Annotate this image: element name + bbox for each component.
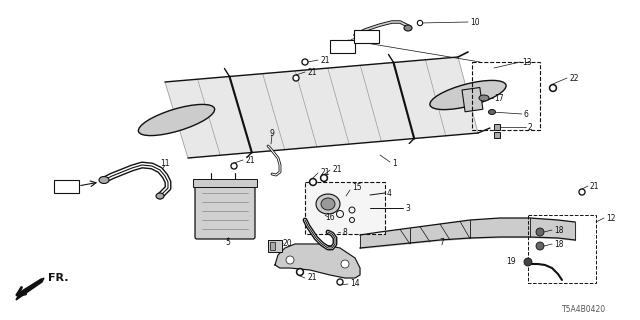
Circle shape (550, 84, 557, 92)
Circle shape (337, 279, 343, 285)
Circle shape (302, 59, 308, 65)
Ellipse shape (488, 109, 495, 115)
Text: T5A4B0420: T5A4B0420 (562, 306, 606, 315)
Text: 22: 22 (569, 74, 579, 83)
Bar (193, 179, 257, 187)
Text: 19: 19 (506, 258, 516, 267)
Circle shape (298, 270, 302, 274)
Text: 10: 10 (470, 18, 479, 27)
Circle shape (303, 60, 307, 64)
FancyBboxPatch shape (195, 183, 255, 239)
Circle shape (339, 280, 342, 284)
Circle shape (417, 20, 422, 26)
Ellipse shape (99, 177, 109, 183)
Text: 7: 7 (440, 237, 444, 246)
Circle shape (524, 258, 532, 266)
Circle shape (579, 189, 585, 195)
Ellipse shape (156, 193, 164, 199)
Circle shape (294, 76, 298, 80)
Polygon shape (16, 278, 44, 300)
Text: 5: 5 (225, 237, 230, 246)
Text: 21: 21 (307, 68, 317, 76)
Text: 8: 8 (342, 228, 347, 236)
Bar (494, 132, 500, 138)
Text: 3: 3 (405, 204, 410, 212)
Text: 21: 21 (320, 55, 330, 65)
Circle shape (580, 190, 584, 194)
Ellipse shape (138, 104, 214, 136)
Bar (305, 182, 385, 234)
Text: 20: 20 (282, 238, 292, 247)
Text: 18: 18 (554, 226, 563, 235)
Text: 6: 6 (524, 109, 529, 118)
Circle shape (286, 256, 294, 264)
Bar (270, 242, 275, 250)
Text: 17: 17 (494, 93, 504, 102)
Bar (462, 87, 483, 112)
Bar (528, 215, 596, 283)
Text: 21: 21 (590, 181, 600, 190)
Text: 1: 1 (392, 158, 397, 167)
Ellipse shape (321, 198, 335, 210)
Circle shape (232, 164, 236, 168)
Circle shape (321, 174, 328, 181)
Text: 4: 4 (387, 188, 392, 197)
Text: 11: 11 (160, 158, 170, 167)
Bar (472, 62, 540, 130)
Text: 9: 9 (269, 129, 275, 138)
Ellipse shape (404, 25, 412, 31)
Text: 21: 21 (320, 167, 330, 177)
Text: 21: 21 (307, 274, 317, 283)
Ellipse shape (430, 80, 506, 110)
Text: 21: 21 (332, 164, 342, 173)
Bar (494, 124, 500, 130)
Text: 16: 16 (325, 212, 335, 221)
Circle shape (322, 176, 326, 180)
Circle shape (293, 75, 299, 81)
Text: 21: 21 (245, 156, 255, 164)
Polygon shape (165, 57, 478, 158)
Bar (268, 240, 282, 252)
Circle shape (341, 260, 349, 268)
Circle shape (536, 228, 544, 236)
Circle shape (419, 22, 421, 24)
Ellipse shape (316, 194, 340, 214)
FancyBboxPatch shape (353, 29, 378, 43)
Text: 14: 14 (350, 279, 360, 289)
Text: B-4: B-4 (358, 31, 374, 41)
FancyBboxPatch shape (54, 180, 79, 193)
Text: B-4: B-4 (58, 181, 74, 190)
Circle shape (311, 180, 315, 184)
Ellipse shape (479, 95, 489, 101)
Text: 12: 12 (606, 213, 616, 222)
Text: 18: 18 (554, 239, 563, 249)
Text: 13: 13 (522, 58, 532, 67)
Text: 2: 2 (528, 123, 532, 132)
Circle shape (231, 163, 237, 169)
Circle shape (310, 179, 317, 186)
Polygon shape (275, 244, 360, 278)
Circle shape (551, 86, 555, 90)
FancyBboxPatch shape (330, 39, 355, 52)
Text: B-3: B-3 (334, 42, 350, 51)
Text: 15: 15 (352, 182, 362, 191)
Text: FR.: FR. (48, 273, 68, 283)
Circle shape (536, 242, 544, 250)
Circle shape (296, 268, 303, 276)
